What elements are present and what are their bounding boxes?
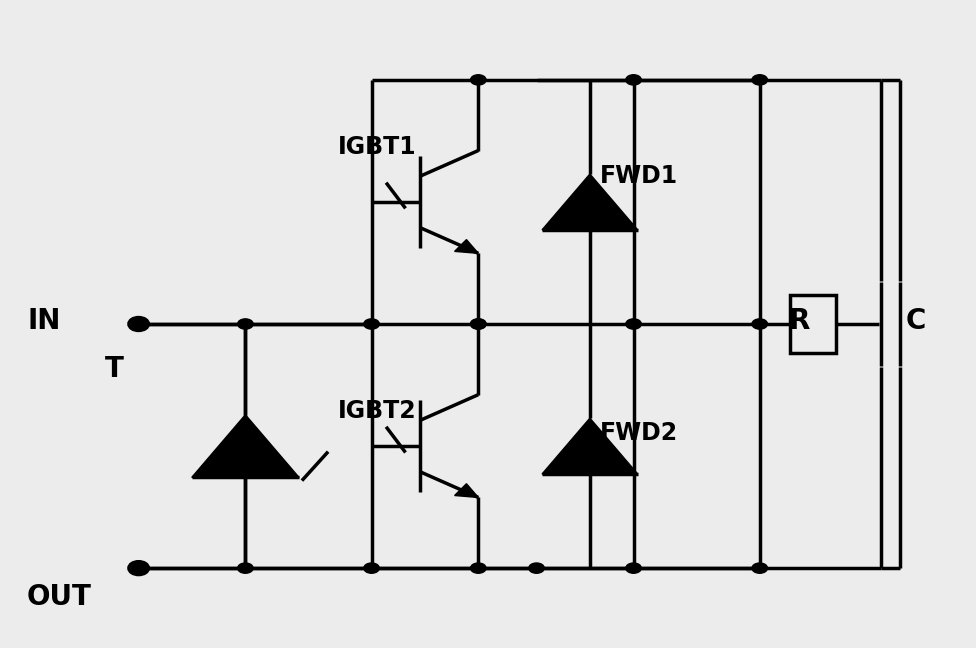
Circle shape bbox=[131, 563, 146, 573]
Polygon shape bbox=[542, 174, 637, 230]
Text: IN: IN bbox=[27, 307, 61, 335]
Circle shape bbox=[131, 319, 146, 329]
Polygon shape bbox=[191, 415, 299, 478]
Circle shape bbox=[470, 75, 486, 85]
Text: T: T bbox=[104, 355, 124, 383]
Text: C: C bbox=[906, 307, 925, 335]
Text: R: R bbox=[789, 307, 810, 335]
Text: FWD1: FWD1 bbox=[599, 164, 677, 188]
Text: OUT: OUT bbox=[27, 583, 92, 611]
Circle shape bbox=[470, 319, 486, 329]
Polygon shape bbox=[542, 418, 637, 474]
Polygon shape bbox=[455, 240, 478, 253]
Circle shape bbox=[364, 319, 380, 329]
Circle shape bbox=[470, 319, 486, 329]
Circle shape bbox=[752, 319, 767, 329]
Circle shape bbox=[626, 319, 641, 329]
Circle shape bbox=[626, 75, 641, 85]
Bar bbox=[790, 295, 836, 353]
Circle shape bbox=[237, 319, 253, 329]
Text: IGBT1: IGBT1 bbox=[338, 135, 416, 159]
Polygon shape bbox=[455, 484, 478, 498]
Text: FWD2: FWD2 bbox=[599, 421, 677, 445]
Circle shape bbox=[529, 563, 545, 573]
Circle shape bbox=[752, 75, 767, 85]
Circle shape bbox=[237, 563, 253, 573]
Text: IGBT2: IGBT2 bbox=[338, 399, 416, 422]
Circle shape bbox=[752, 563, 767, 573]
Circle shape bbox=[626, 563, 641, 573]
Circle shape bbox=[470, 563, 486, 573]
Circle shape bbox=[364, 563, 380, 573]
